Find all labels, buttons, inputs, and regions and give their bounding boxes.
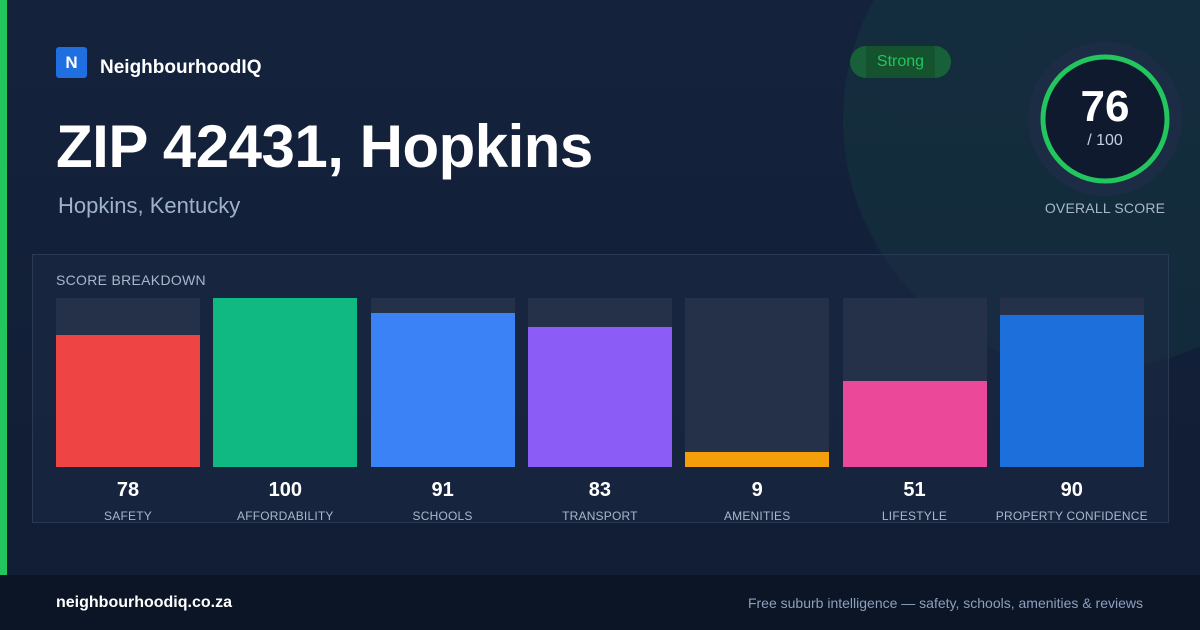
breakdown-title: SCORE BREAKDOWN	[56, 272, 206, 288]
bar-value: 91	[431, 479, 454, 501]
bar-fill	[213, 298, 358, 467]
page-subtitle: Hopkins, Kentucky	[58, 193, 241, 218]
overall-score-max: / 100	[1087, 132, 1123, 149]
bar-fill	[370, 313, 515, 467]
bar-label: SCHOOLS	[412, 509, 473, 523]
bar-fill	[527, 326, 672, 467]
score-bar-amenities: 9 AMENITIES	[685, 298, 830, 523]
bar-label: PROPERTY CONFIDENCE	[995, 509, 1148, 523]
accent-strip	[0, 0, 7, 575]
overall-score-caption: OVERALL SCORE	[1044, 200, 1166, 216]
bar-label: LIFESTYLE	[881, 509, 948, 523]
bar-track	[56, 298, 200, 467]
bar-fill	[842, 380, 987, 467]
bar-track	[527, 298, 672, 467]
score-bar-lifestyle: 51 LIFESTYLE	[842, 298, 987, 523]
bar-track	[370, 298, 515, 467]
rating-badge: Strong	[850, 46, 951, 78]
bar-fill	[999, 314, 1144, 467]
bar-label: AFFORDABILITY	[236, 509, 334, 523]
bar-label: SAFETY	[104, 509, 152, 523]
bar-value: 9	[751, 479, 763, 501]
brand: N NeighbourhoodIQ	[56, 46, 261, 79]
bar-value: 51	[903, 479, 926, 501]
score-breakdown-panel: SCORE BREAKDOWN 78 SAFETY 100 AFFORDABILITY…	[32, 254, 1169, 523]
bar-value: 83	[588, 479, 612, 501]
bar-value: 100	[268, 479, 302, 501]
footer: neighbourhoodiq.co.za Free suburb intell…	[0, 575, 1200, 630]
score-bar-property-confidence: 90 PROPERTY CONFIDENCE	[996, 298, 1148, 523]
score-ring-progress	[1040, 54, 1170, 184]
brand-logo-icon: N	[56, 47, 87, 78]
bar-track	[213, 298, 358, 467]
bar-track	[842, 298, 987, 467]
score-bar-affordability: 100 AFFORDABILITY	[213, 298, 358, 523]
page-title: ZIP 42431, Hopkins	[56, 113, 593, 180]
bar-track	[999, 298, 1144, 467]
score-bar-safety: 78 SAFETY	[56, 298, 200, 523]
bar-label: TRANSPORT	[562, 509, 638, 523]
score-ring-inner	[1043, 57, 1167, 181]
bar-fill	[685, 451, 830, 467]
score-bar-schools: 91 SCHOOLS	[370, 298, 515, 523]
bar-fill	[56, 335, 200, 467]
brand-name: NeighbourhoodIQ	[100, 57, 262, 78]
footer-domain: neighbourhoodiq.co.za	[56, 594, 232, 611]
bar-label: AMENITIES	[723, 509, 791, 523]
bar-value: 90	[1060, 479, 1083, 501]
bar-value: 78	[116, 479, 140, 501]
rating-badge-label: Strong	[876, 53, 925, 70]
overall-score-value: 76	[1080, 82, 1130, 131]
overall-score-ring	[1028, 42, 1182, 196]
bar-track	[685, 298, 830, 467]
score-bar-transport: 83 TRANSPORT	[527, 298, 672, 523]
footer-tagline: Free suburb intelligence — safety, schoo…	[747, 595, 1143, 611]
